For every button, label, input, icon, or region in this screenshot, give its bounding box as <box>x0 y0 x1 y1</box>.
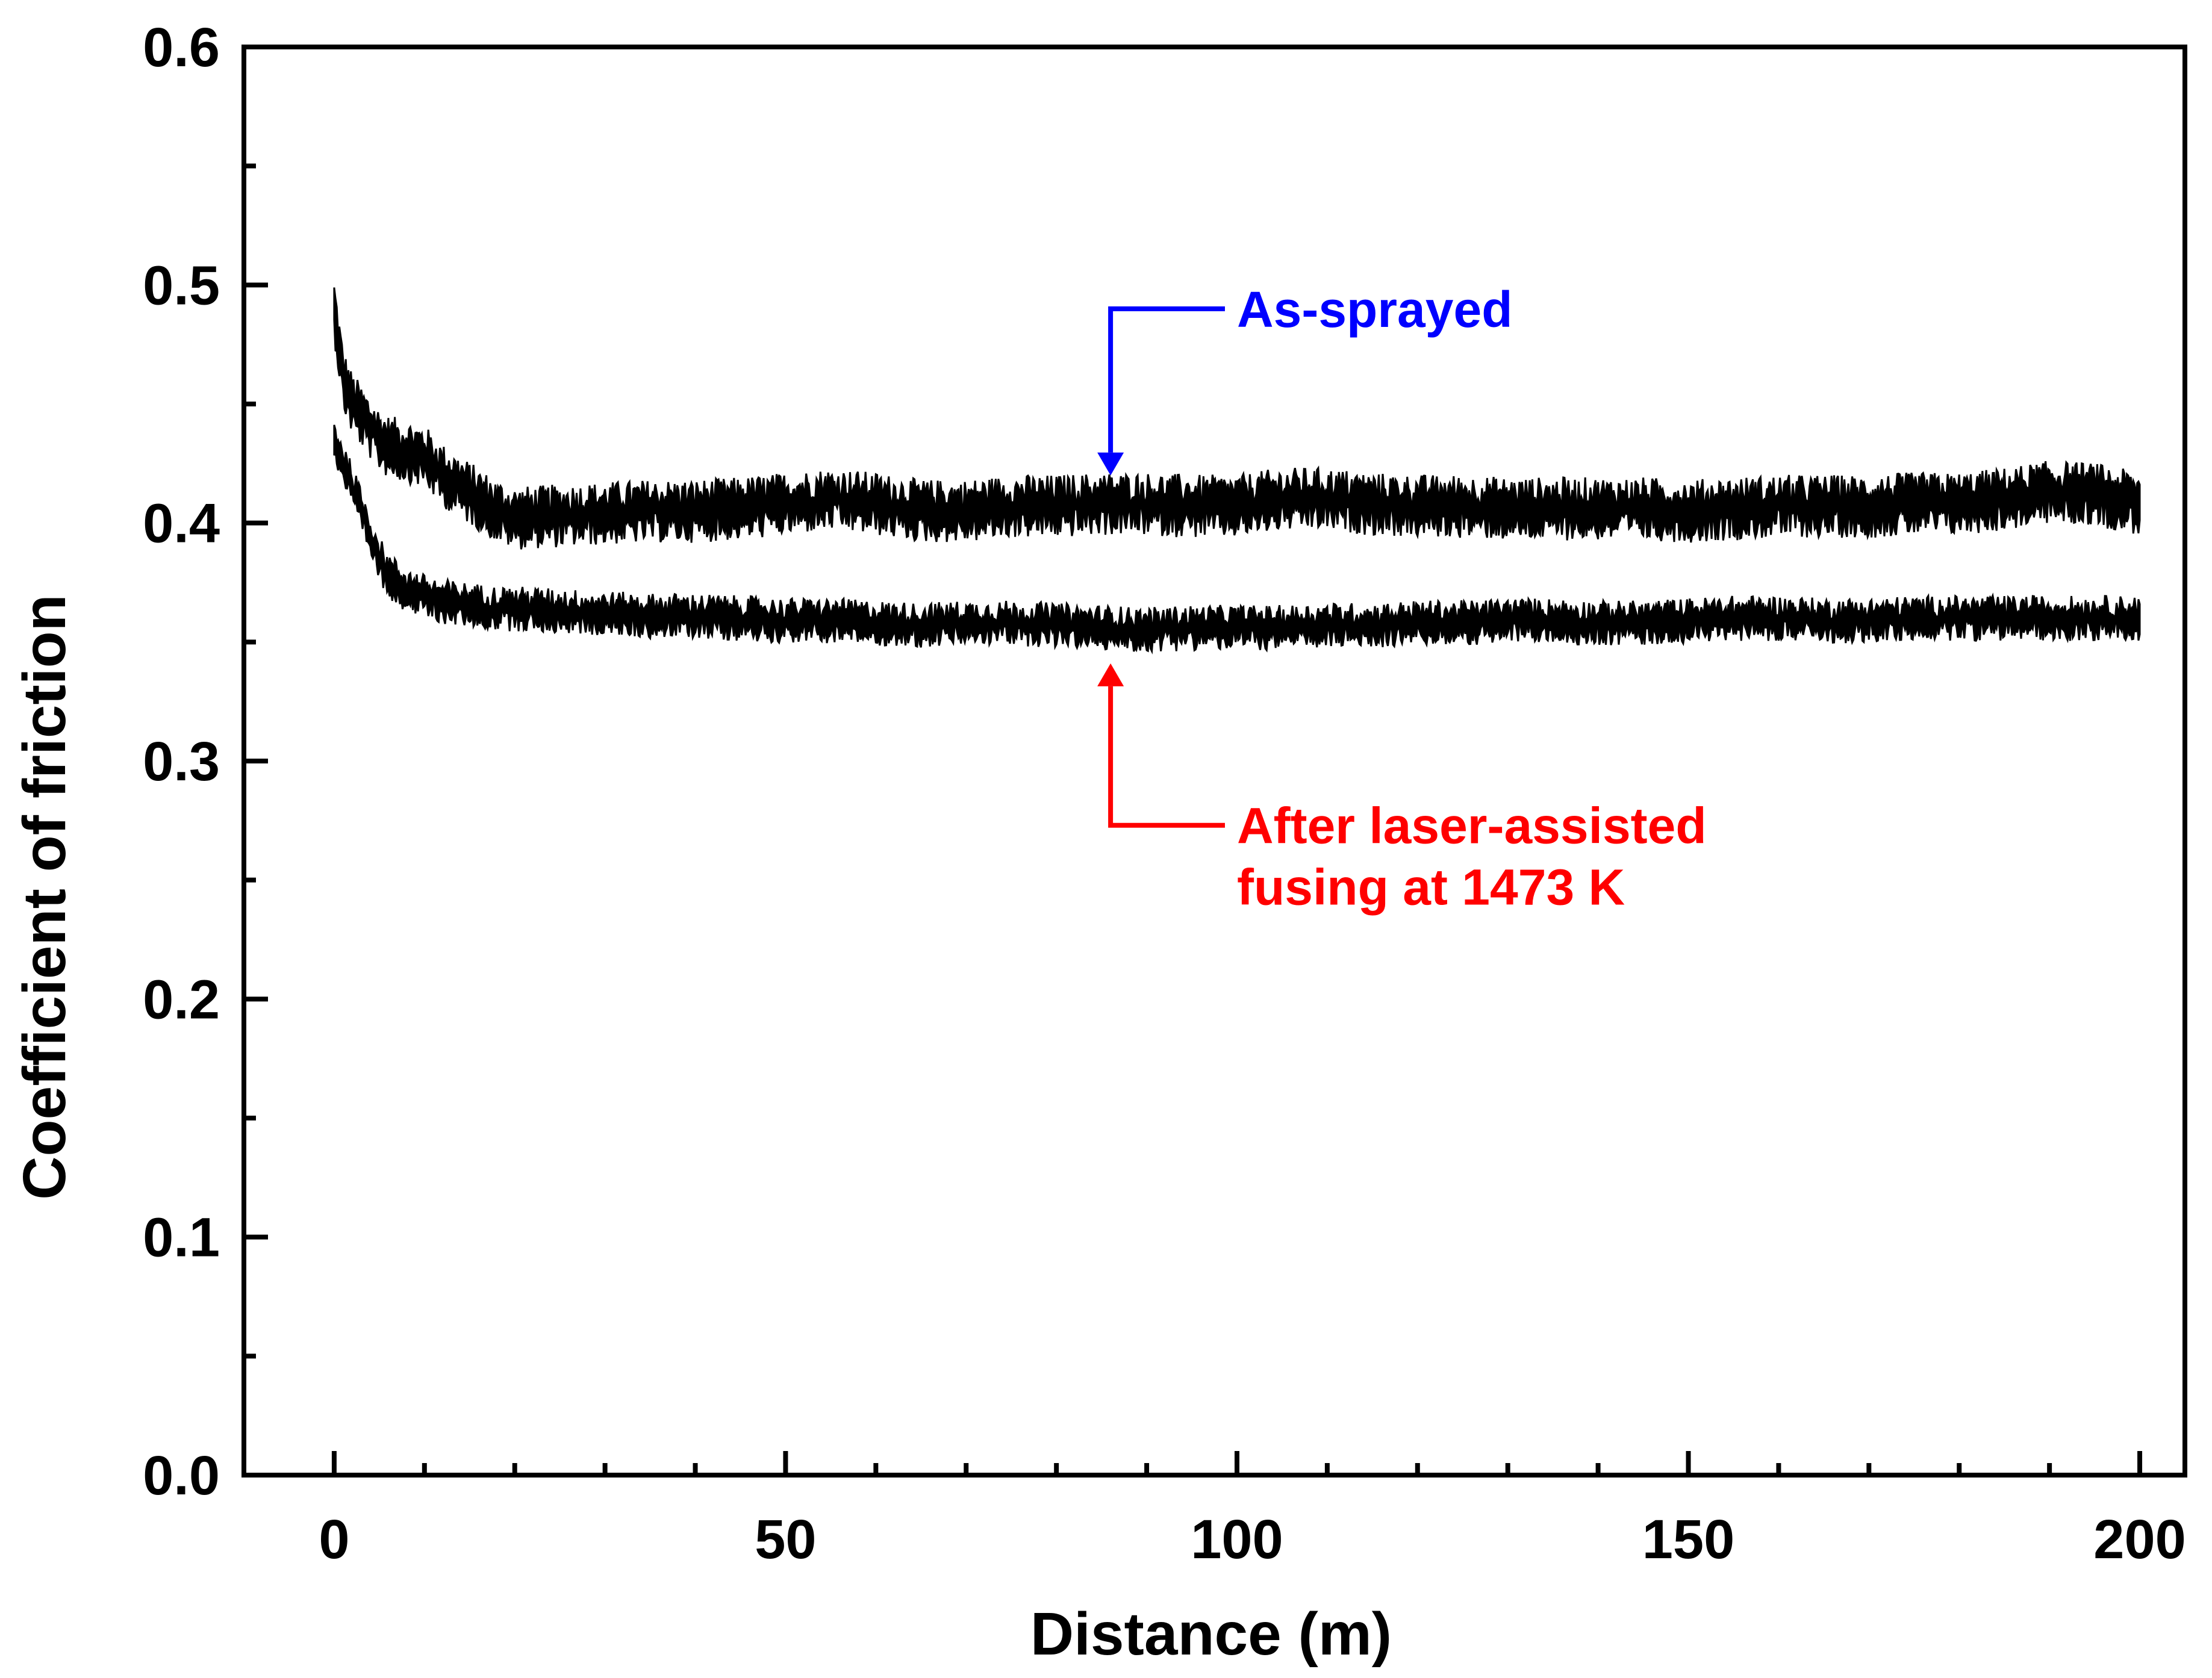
annotation-label: As-sprayed <box>1237 281 1513 338</box>
y-tick-label: 0.6 <box>143 17 220 78</box>
x-axis-title: Distance (m) <box>1030 1600 1392 1668</box>
y-tick-label: 0.0 <box>143 1445 220 1506</box>
y-tick-label: 0.4 <box>143 493 220 555</box>
y-tick-label: 0.2 <box>143 969 220 1030</box>
series-band-2 <box>333 424 2141 654</box>
x-tick-label: 200 <box>2093 1509 2186 1570</box>
y-axis-title: Coefficient of friction <box>11 594 78 1200</box>
annotation-leader-line <box>1108 306 1225 453</box>
annotation-label: After laser-assisted <box>1237 798 1707 854</box>
y-tick-label: 0.1 <box>143 1207 220 1269</box>
annotation-arrowhead <box>1097 452 1124 476</box>
y-tick-label: 0.3 <box>143 731 220 792</box>
annotation-label: fusing at 1473 K <box>1237 859 1625 916</box>
x-tick-label: 150 <box>1642 1509 1735 1570</box>
x-tick-label: 50 <box>755 1509 816 1570</box>
annotation-leader-line <box>1108 686 1225 828</box>
y-tick-label: 0.5 <box>143 255 220 316</box>
x-tick-label: 0 <box>319 1509 349 1570</box>
series-band-1 <box>333 287 2141 550</box>
x-tick-label: 100 <box>1191 1509 1283 1570</box>
annotation-arrowhead <box>1097 663 1124 686</box>
